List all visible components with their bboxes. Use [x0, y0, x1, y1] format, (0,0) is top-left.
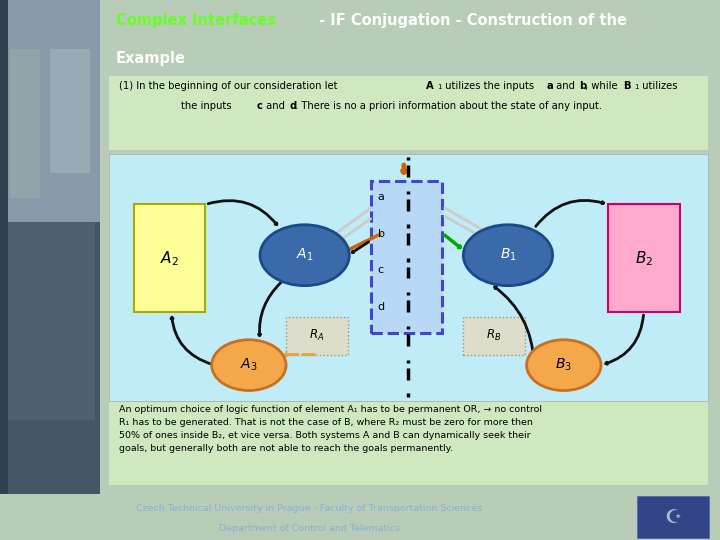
Text: Department of Control and Telematics: Department of Control and Telematics	[219, 524, 400, 533]
Bar	[637, 496, 709, 538]
Text: c: c	[378, 266, 384, 275]
Point	[404, 174, 413, 180]
Text: . There is no a priori information about the state of any input.: . There is no a priori information about…	[295, 101, 603, 111]
Circle shape	[464, 225, 553, 286]
Text: utilizes the inputs: utilizes the inputs	[442, 80, 538, 91]
Text: d: d	[378, 302, 385, 312]
Text: and: and	[553, 80, 578, 91]
Point	[404, 225, 413, 231]
FancyBboxPatch shape	[134, 205, 205, 312]
Point	[404, 191, 413, 197]
Bar	[0, 0, 8, 494]
Text: , while: , while	[585, 80, 621, 91]
Point	[404, 157, 413, 163]
Point	[404, 255, 413, 261]
FancyBboxPatch shape	[109, 154, 708, 401]
Circle shape	[260, 225, 349, 286]
Point	[404, 230, 413, 236]
FancyBboxPatch shape	[286, 316, 348, 355]
Point	[404, 360, 413, 366]
Text: Czech Technical University in Prague - Faculty of Transportation Sciences: Czech Technical University in Prague - F…	[137, 504, 482, 514]
Point	[404, 195, 413, 202]
Point	[404, 390, 413, 397]
FancyBboxPatch shape	[463, 316, 525, 355]
Bar	[0, 0, 100, 222]
Circle shape	[526, 340, 601, 390]
Text: B: B	[623, 80, 630, 91]
Text: d: d	[289, 101, 297, 111]
Point	[404, 309, 413, 315]
Text: ☪: ☪	[665, 508, 682, 526]
Text: An optimum choice of logic function of element A₁ has to be permanent OR, → no c: An optimum choice of logic function of e…	[119, 406, 541, 453]
Point	[404, 162, 413, 168]
Text: Example: Example	[116, 51, 186, 66]
Text: A: A	[426, 80, 434, 91]
Point	[404, 356, 413, 363]
Point	[404, 264, 413, 270]
Text: 1: 1	[634, 84, 639, 90]
Text: $B_3$: $B_3$	[555, 357, 572, 373]
Text: Complex Interfaces: Complex Interfaces	[116, 13, 276, 28]
Bar	[10, 50, 40, 198]
Point	[404, 289, 413, 295]
Text: and: and	[263, 101, 288, 111]
Point	[404, 258, 413, 265]
Text: $B_2$: $B_2$	[635, 249, 653, 267]
Text: $A_3$: $A_3$	[240, 357, 258, 373]
Text: c: c	[257, 101, 263, 111]
Point	[404, 377, 413, 383]
FancyBboxPatch shape	[109, 402, 708, 485]
Point	[404, 153, 413, 160]
Point	[404, 297, 413, 303]
Point	[404, 221, 413, 227]
Text: $R_A$: $R_A$	[310, 328, 325, 343]
Bar	[50, 49, 90, 173]
Text: $B_1$: $B_1$	[500, 247, 516, 264]
FancyBboxPatch shape	[608, 205, 680, 312]
Bar	[0, 222, 100, 494]
Text: a: a	[378, 192, 384, 202]
FancyBboxPatch shape	[109, 76, 708, 150]
Text: utilizes: utilizes	[639, 80, 678, 91]
Point	[404, 365, 413, 372]
Point	[404, 187, 413, 194]
Text: 1: 1	[437, 84, 442, 90]
Point	[404, 343, 413, 349]
Point	[404, 326, 413, 333]
Point	[404, 292, 413, 299]
Text: - IF Conjugation - Construction of the: - IF Conjugation - Construction of the	[314, 13, 627, 28]
Point	[404, 241, 413, 248]
Text: $R_B$: $R_B$	[486, 328, 501, 343]
Text: (1) In the beginning of our consideration let: (1) In the beginning of our consideratio…	[119, 80, 341, 91]
FancyBboxPatch shape	[371, 181, 442, 333]
Text: b: b	[580, 80, 587, 91]
Text: a: a	[546, 80, 553, 91]
Point	[404, 207, 413, 214]
Text: b: b	[378, 228, 384, 239]
Point	[404, 394, 413, 400]
Circle shape	[212, 340, 286, 390]
Text: the inputs: the inputs	[181, 101, 234, 111]
Point	[404, 322, 413, 329]
Bar	[5, 222, 95, 420]
Point	[404, 275, 413, 282]
Point	[404, 331, 413, 338]
Text: $A_1$: $A_1$	[296, 247, 313, 264]
Text: $A_2$: $A_2$	[161, 249, 179, 267]
